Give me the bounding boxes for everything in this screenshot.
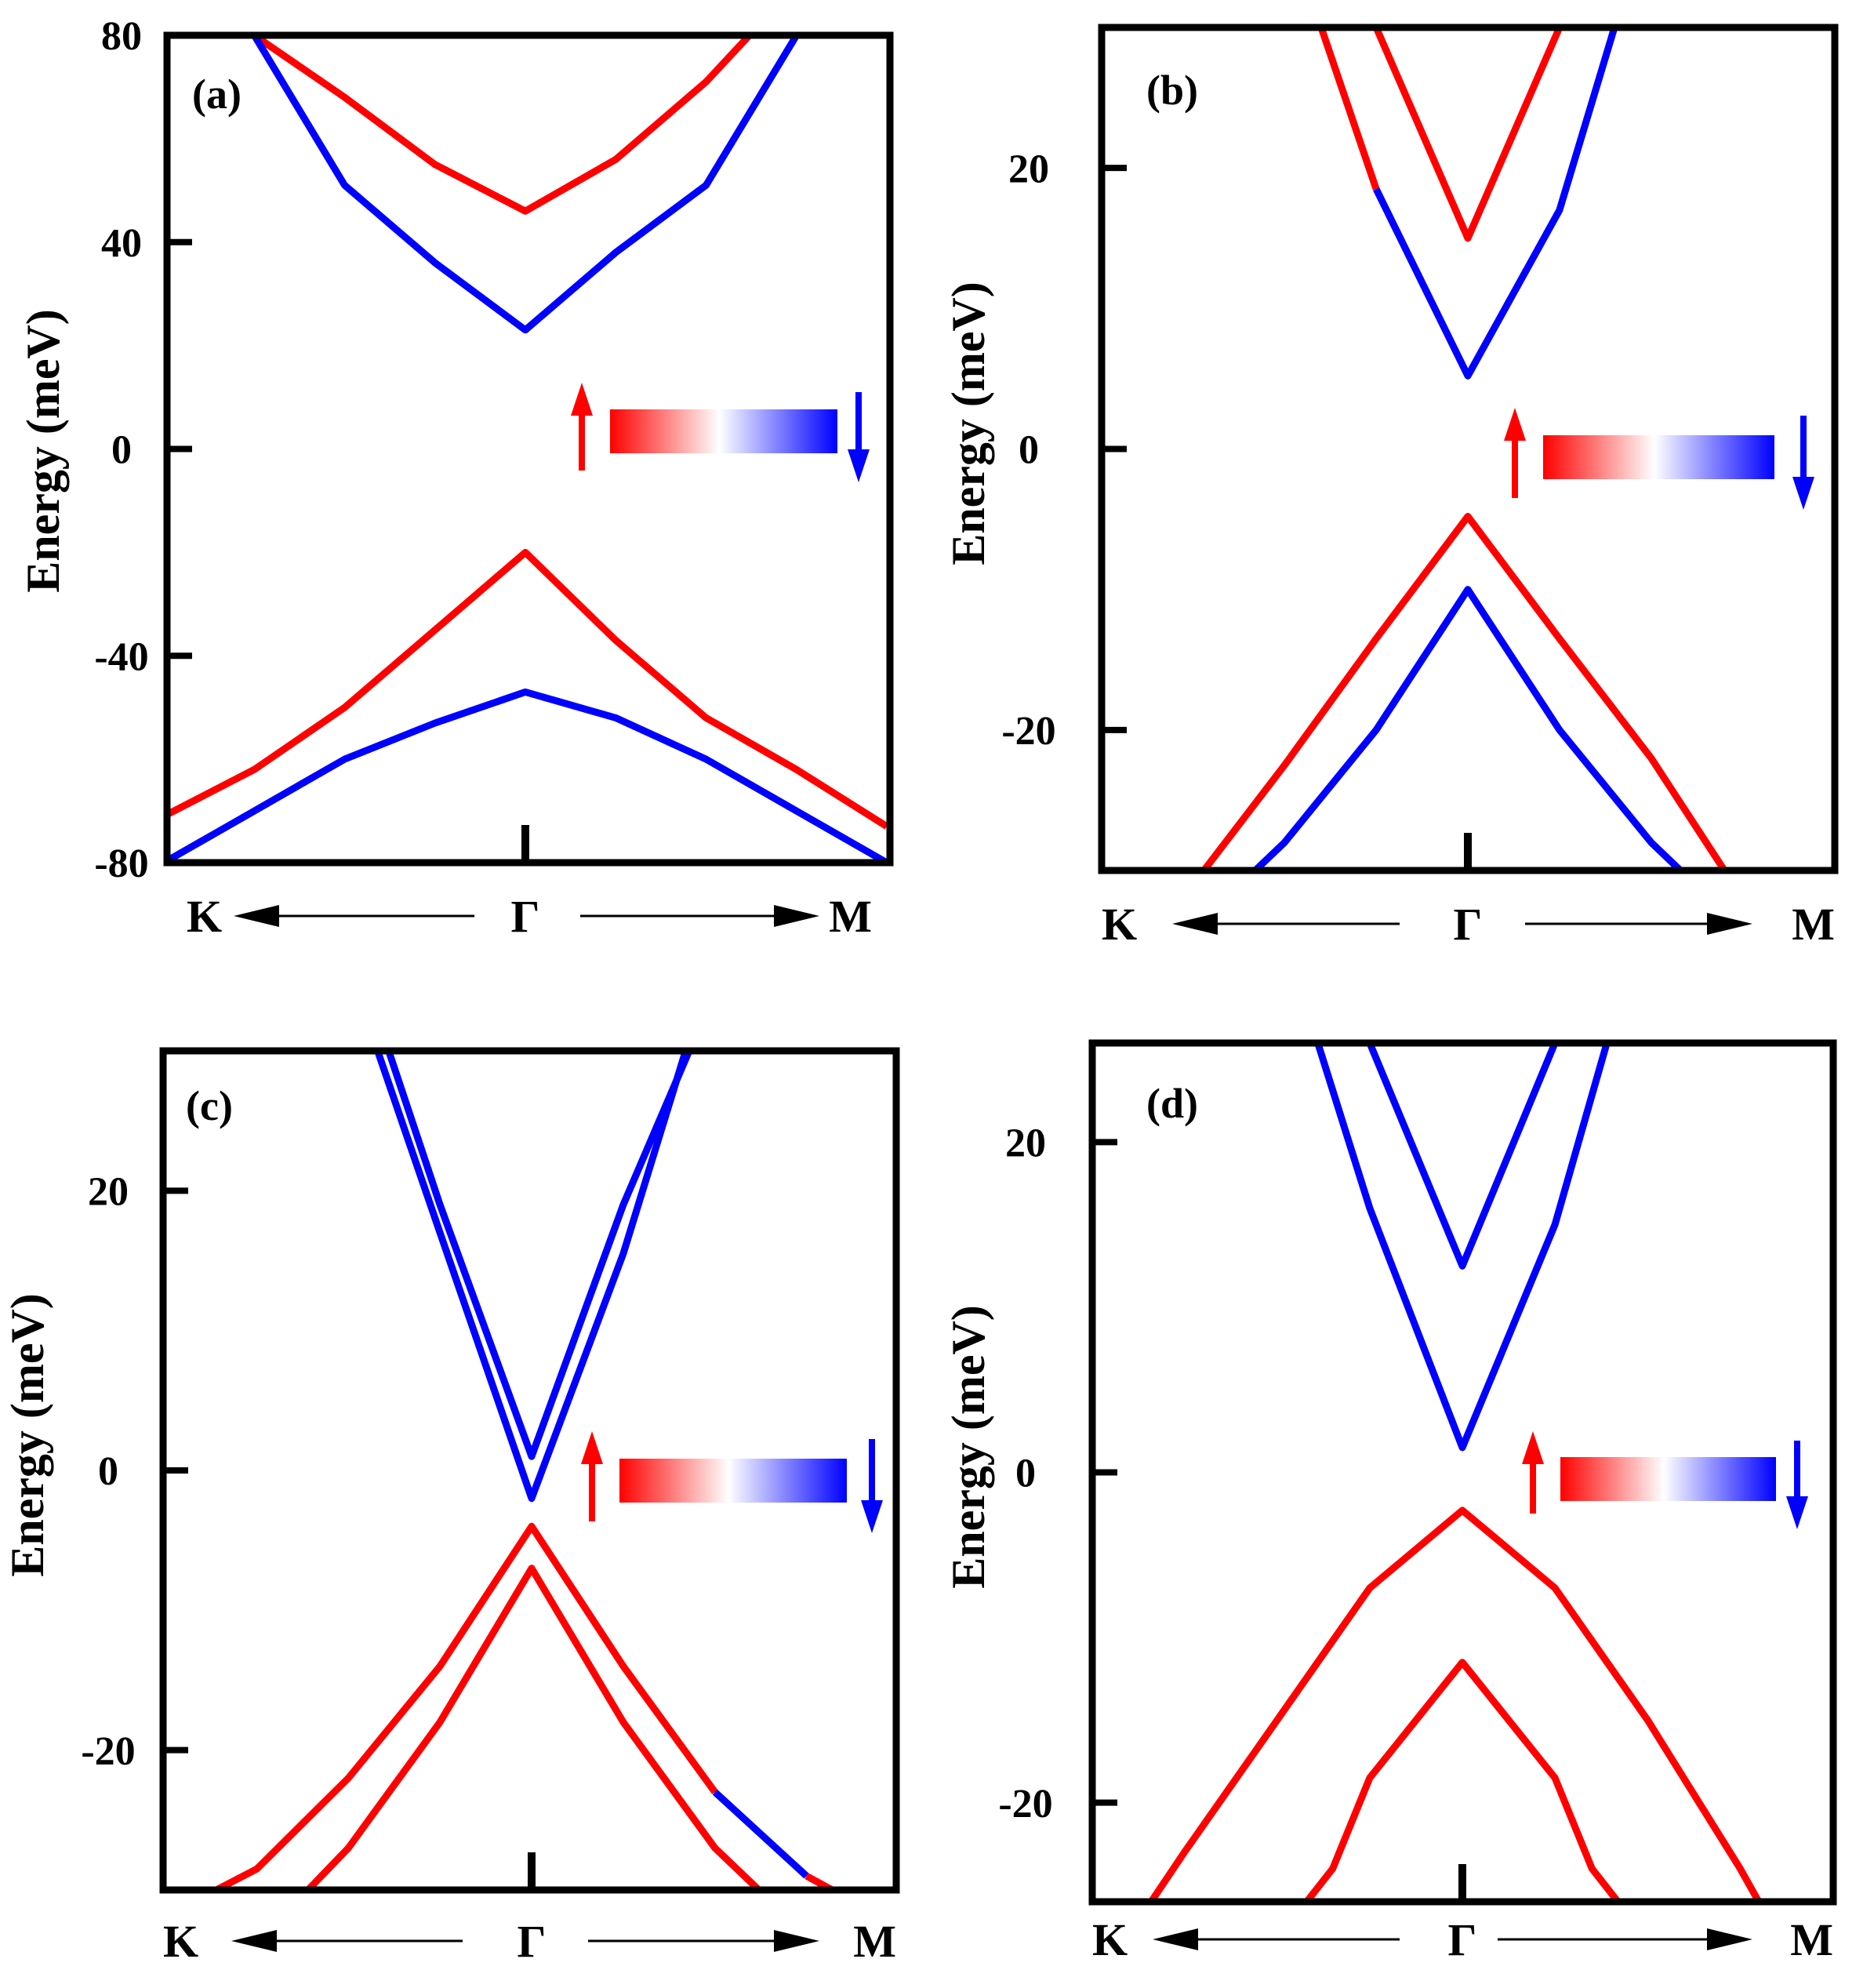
- band-valence-upper: [214, 1522, 718, 1890]
- band-conduction-outer: [1314, 1043, 1611, 1452]
- spin-up-arrow-icon: [1522, 1431, 1544, 1514]
- x-tick-label-Gamma: Γ: [518, 1916, 547, 1967]
- kpath-arrow-right: [1498, 1928, 1752, 1950]
- y-axis-label: Energy (meV): [942, 1305, 994, 1589]
- panel-d: 20 0 -20 Energy (meV) (d) K Γ M: [942, 1039, 1837, 1965]
- band-conduction-spin-up: [252, 35, 753, 215]
- band-valence-lower: [305, 1565, 762, 1890]
- band-lines: [1200, 27, 1728, 870]
- spin-gradient-bar: [1560, 1457, 1776, 1501]
- x-tick-label-K: K: [1092, 1914, 1128, 1965]
- x-tick-label-K: K: [187, 891, 222, 942]
- y-tick-label: 0: [98, 1449, 118, 1494]
- spin-down-arrow-icon: [861, 1439, 883, 1533]
- y-tick-label: -20: [81, 1729, 135, 1774]
- spin-legend: [581, 1431, 883, 1533]
- x-tick-label-M: M: [829, 891, 872, 942]
- band-lines: [1148, 1043, 1762, 1902]
- band-lines: [214, 1051, 834, 1890]
- band-conduction-inner: [1372, 27, 1563, 242]
- kpath-arrow-left: [1172, 913, 1400, 935]
- x-tick-label-Gamma: Γ: [1454, 899, 1483, 950]
- spin-up-arrow-icon: [581, 1431, 603, 1521]
- spin-legend: [571, 383, 870, 482]
- x-tick-label-M: M: [1790, 1914, 1833, 1965]
- x-tick-label-K: K: [163, 1916, 198, 1967]
- x-tick-label-K: K: [1102, 899, 1137, 950]
- band-valence-lower: [1252, 586, 1683, 870]
- y-tick-label: 0: [1019, 428, 1039, 473]
- x-tick-label-M: M: [1792, 899, 1835, 950]
- band-valence-upper: [1148, 1506, 1762, 1902]
- band-conduction-inner: [385, 1051, 693, 1460]
- spin-gradient-bar: [1543, 435, 1774, 479]
- y-tick-label: 80: [101, 14, 142, 59]
- kpath-arrow-left: [234, 905, 474, 927]
- y-tick-label: -40: [94, 634, 148, 679]
- band-valence-upper: [1200, 513, 1728, 870]
- band-valence-spin-down: [167, 688, 889, 863]
- y-tick-label: 40: [101, 221, 142, 266]
- y-axis-label: Energy (meV): [2, 1293, 53, 1577]
- kpath-arrow-right: [1525, 913, 1752, 935]
- panel-b: 20 0 -20 Energy (meV) (b) K Γ M: [942, 24, 1839, 950]
- spin-legend: [1522, 1431, 1808, 1529]
- y-tick-label: -20: [1001, 709, 1055, 754]
- spin-legend: [1504, 408, 1814, 510]
- kpath-arrow-right: [580, 905, 819, 927]
- kpath-arrow-right: [588, 1930, 819, 1952]
- spin-up-arrow-icon: [1504, 408, 1526, 498]
- panel-label: (d): [1146, 1080, 1198, 1127]
- y-tick-label: 0: [1015, 1452, 1036, 1496]
- spin-gradient-bar: [619, 1459, 847, 1503]
- band-conduction-outer: [1373, 27, 1618, 380]
- y-tick-label: -80: [94, 841, 148, 886]
- x-tick-label-M: M: [853, 1916, 896, 1967]
- spin-gradient-bar: [610, 409, 837, 453]
- panel-label: (b): [1146, 67, 1198, 114]
- y-tick-label: 20: [88, 1170, 129, 1215]
- spin-down-arrow-icon: [1792, 416, 1814, 510]
- panel-label: (c): [186, 1082, 233, 1129]
- kpath-arrow-left: [231, 1930, 463, 1952]
- x-tick-label-Gamma: Γ: [1448, 1914, 1477, 1965]
- y-axis-label: Energy (meV): [942, 282, 994, 565]
- panel-label: (a): [192, 71, 242, 118]
- band-valence-spin-up: [167, 548, 889, 830]
- panel-a: 80 40 0 -40 -80 Energy (meV) (a) K Γ M: [17, 14, 894, 942]
- band-conduction-outer: [374, 1051, 689, 1503]
- band-conduction-spin-down: [251, 35, 800, 334]
- x-tick-label-Gamma: Γ: [511, 891, 540, 942]
- spin-down-arrow-icon: [1786, 1441, 1808, 1529]
- y-tick-label: 20: [1008, 147, 1049, 191]
- y-tick-label: 0: [111, 428, 132, 473]
- band-conduction-outer-left: [1317, 27, 1380, 191]
- panel-c: 20 0 -20 Energy (meV) (c) K Γ M: [2, 1047, 900, 1967]
- band-conduction-inner: [1366, 1043, 1559, 1270]
- kpath-arrow-left: [1153, 1928, 1400, 1950]
- spin-down-arrow-icon: [848, 392, 870, 482]
- band-valence-lower: [1303, 1659, 1621, 1902]
- band-valence-upper-tail: [712, 1789, 809, 1879]
- band-lines: [167, 35, 889, 863]
- y-axis-label: Energy (meV): [17, 309, 69, 593]
- y-tick-label: -20: [998, 1782, 1052, 1826]
- y-tick-label: 20: [1005, 1121, 1046, 1166]
- spin-up-arrow-icon: [571, 383, 593, 471]
